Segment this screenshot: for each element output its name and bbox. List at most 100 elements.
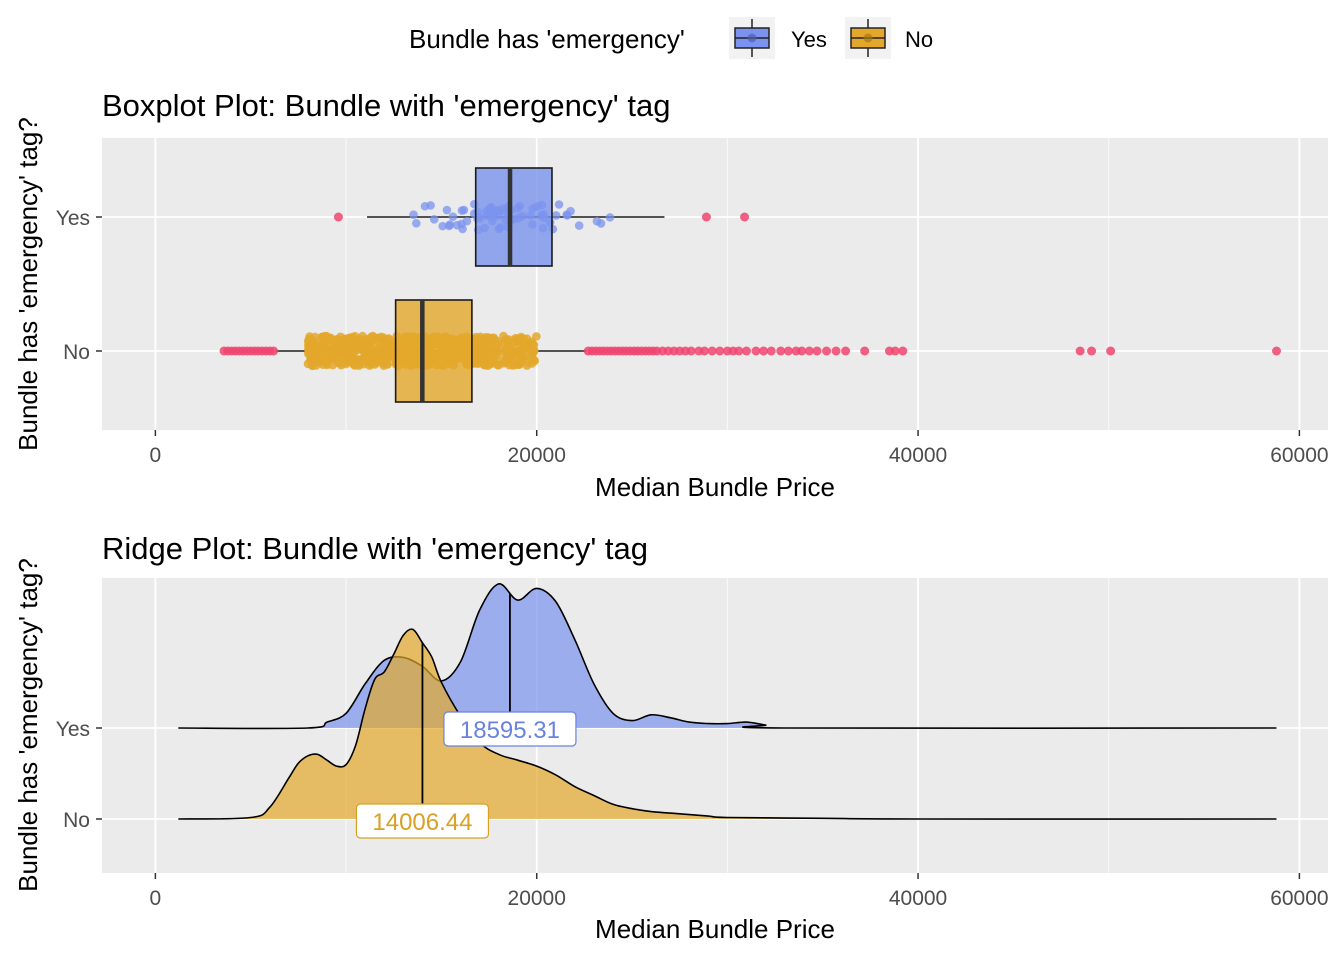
- legend-key-no-point: [863, 33, 873, 43]
- median-label-yes: 18595.31: [443, 711, 577, 747]
- jitter-point: [500, 357, 510, 366]
- jitter-point: [412, 218, 421, 228]
- jitter-point: [554, 200, 564, 209]
- jitter-point: [445, 220, 455, 229]
- outlier-point: [740, 212, 750, 222]
- outlier-point: [783, 346, 793, 356]
- jitter-point: [551, 211, 561, 220]
- ridge-x-axis-label: Median Bundle Price: [595, 914, 835, 944]
- boxplot-x-tick-label: 60000: [1270, 444, 1328, 467]
- outlier-point: [860, 346, 870, 356]
- jitter-point: [479, 357, 488, 367]
- boxplot-marks: [219, 167, 1282, 403]
- boxplot-title: Boxplot Plot: Bundle with 'emergency' ta…: [102, 88, 670, 123]
- jitter-point: [505, 342, 515, 352]
- jitter-point: [347, 356, 357, 366]
- box-yes: [474, 167, 553, 267]
- jitter-point: [324, 345, 333, 355]
- ridge-x-tick-label: 40000: [889, 887, 947, 910]
- outliers-no: [219, 346, 1282, 356]
- legend-item-no: No: [845, 17, 933, 59]
- jitter-point: [353, 343, 363, 353]
- outlier-point: [759, 346, 769, 356]
- ridge-title: Ridge Plot: Bundle with 'emergency' tag: [102, 531, 648, 566]
- outlier-point: [734, 346, 744, 356]
- median-label-text-yes: 18595.31: [460, 717, 560, 744]
- outlier-point: [269, 346, 279, 356]
- outlier-point: [804, 346, 814, 356]
- legend-title: Bundle has 'emergency': [409, 24, 685, 54]
- boxplot-x-ticks: 0 20000 40000 60000: [150, 430, 1329, 467]
- jitter-point: [508, 349, 517, 359]
- jitter-point: [378, 333, 388, 342]
- outlier-point: [1272, 346, 1282, 356]
- outlier-point: [700, 346, 710, 356]
- jitter-point: [331, 349, 341, 359]
- outlier-point: [797, 346, 807, 356]
- jitter-point: [518, 336, 528, 346]
- median-label-box-yes: [443, 711, 577, 747]
- median-label-box-no: [355, 803, 490, 839]
- ridge-area-yes: [178, 583, 1277, 729]
- ridge-x-ticks: 0 20000 40000 60000: [150, 873, 1329, 910]
- outlier-point: [701, 212, 711, 222]
- jitter-point: [514, 360, 523, 370]
- outlier-point: [333, 212, 343, 222]
- outliers-yes: [333, 212, 750, 222]
- median-label-text-no: 14006.44: [372, 809, 472, 836]
- outlier-point: [776, 346, 786, 356]
- ridge-outline-no: [178, 628, 1277, 820]
- outlier-point: [1087, 346, 1097, 356]
- jitter-point: [529, 340, 539, 350]
- outlier-point: [812, 346, 822, 356]
- jitter-point: [438, 221, 448, 231]
- outlier-point: [751, 346, 761, 356]
- outlier-point: [766, 346, 776, 356]
- outlier-point: [686, 346, 696, 356]
- jitter-point: [325, 337, 335, 347]
- ridge-outline-yes: [178, 583, 1277, 730]
- ridge-y-axis-label: Bundle has 'emergency' tag?: [13, 558, 43, 892]
- outlier-point: [898, 346, 908, 356]
- boxplot-x-tick-label: 0: [150, 444, 162, 467]
- jitter-point: [566, 206, 575, 216]
- ridge-y-tick-label: No: [63, 809, 90, 832]
- jitter-point: [429, 214, 439, 224]
- outlier-point: [841, 346, 851, 356]
- ridge-x-tick-label: 60000: [1270, 887, 1328, 910]
- legend-label-yes: Yes: [791, 27, 827, 52]
- outlier-point: [822, 346, 832, 356]
- boxplot-y-tick-label: No: [63, 341, 90, 364]
- jitter-point: [321, 351, 330, 361]
- jitter-point: [592, 216, 602, 226]
- boxplot-y-axis-label: Bundle has 'emergency' tag?: [13, 117, 43, 451]
- jitter-point: [369, 334, 379, 344]
- ridge-x-tick-label: 0: [150, 887, 162, 910]
- jitter-point: [409, 210, 418, 220]
- legend: Bundle has 'emergency' Yes No: [409, 17, 933, 59]
- jitter-point: [489, 355, 498, 364]
- jitter-point: [356, 355, 366, 364]
- boxplot-y-tick-label: Yes: [56, 207, 90, 230]
- legend-label-no: No: [905, 27, 933, 52]
- jitter-point: [605, 213, 615, 222]
- outlier-point: [1075, 346, 1085, 356]
- outlier-point: [890, 346, 900, 356]
- box-no: [394, 299, 473, 403]
- ridge-x-tick-label: 20000: [508, 887, 566, 910]
- jitter-point: [462, 216, 472, 226]
- jitter-point: [426, 201, 435, 210]
- jitter-point: [368, 356, 378, 366]
- boxplot-x-tick-label: 20000: [508, 444, 566, 467]
- outlier-point: [715, 346, 725, 356]
- jitter-point: [482, 338, 492, 348]
- ridge-area-no: [178, 629, 1277, 820]
- jitter-point: [574, 221, 584, 230]
- jitter-point: [442, 205, 452, 215]
- outlier-point: [831, 346, 841, 356]
- jitter-point: [528, 346, 538, 356]
- boxplot-x-tick-label: 40000: [889, 444, 947, 467]
- jitter-point: [510, 336, 519, 345]
- jitter-point: [382, 353, 391, 363]
- jitter-point: [523, 357, 533, 367]
